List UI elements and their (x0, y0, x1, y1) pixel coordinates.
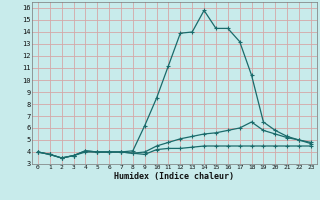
X-axis label: Humidex (Indice chaleur): Humidex (Indice chaleur) (115, 172, 234, 181)
